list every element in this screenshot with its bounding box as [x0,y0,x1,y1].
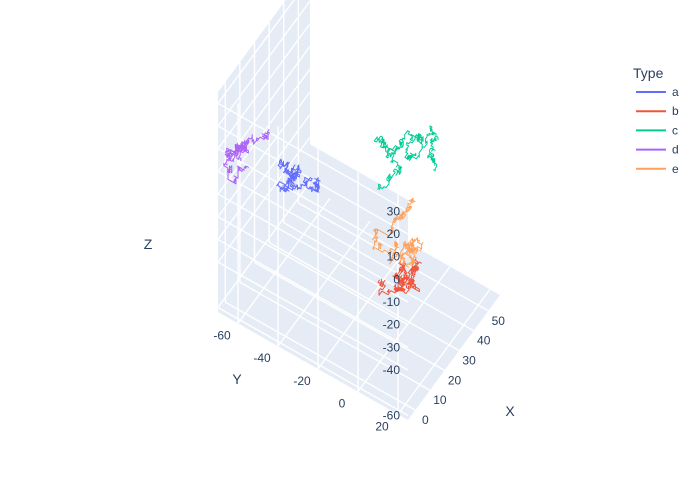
z-tick-label: -40 [383,363,401,377]
grid-z-wall [217,114,311,240]
legend-label-e[interactable]: e [672,162,679,176]
z-tick-label: -60 [383,408,401,422]
traces [223,125,439,296]
grid-z-wall2 [217,102,409,212]
grid-x-floor [254,261,445,372]
z-axis-title: Z [144,236,153,252]
grid-z-wall2 [217,261,409,371]
grid-z-wall [217,0,311,127]
x-tick-label: 50 [492,314,506,328]
x-tick-label: 40 [477,334,491,348]
legend-label-b[interactable]: b [672,104,679,118]
series-a-trace [276,158,321,193]
tick-labels: 01020304050-60-40-20020-60-40-30-20-1001… [213,204,505,433]
y-tick-label: -60 [213,328,231,342]
y-tick-label: -20 [293,374,311,388]
grid-z-wall2 [217,170,409,280]
grid-z-wall2 [217,193,409,303]
x-tick-label: 20 [448,373,462,387]
y-tick-label: 0 [339,397,346,411]
series-b-trace [377,258,422,296]
grid-x-floor [283,222,475,332]
legend-label-a[interactable]: a [672,85,679,99]
grid-z-wall [217,136,311,263]
z-tick-label: 10 [387,250,401,264]
x-axis-title: X [505,403,515,419]
grid-z-wall [217,0,295,104]
series-e-trace [372,197,424,268]
grid-y-floor [317,243,411,370]
grid-x-floor [268,241,460,352]
x-tick-label: 0 [422,413,429,427]
scene-3d: 01020304050-60-40-20020-60-40-30-20-1001… [144,0,515,433]
grid-z-wall [217,91,311,218]
z-tick-label: -10 [383,295,401,309]
grid-x-floor [297,202,489,312]
series-c-trace [373,125,439,190]
grid-z-wall2 [217,216,409,326]
series-d-trace [223,129,270,185]
x-tick-label: 30 [462,354,476,368]
grid-z-wall [217,68,311,195]
z-tick-label: -30 [383,340,401,354]
z-tick-label: 0 [393,272,400,286]
grid-y-floor [277,220,371,347]
grid-y-floor [357,266,451,392]
grid-x-floor [224,301,416,411]
grid-z-wall [217,45,311,172]
grid-z-wall2 [217,306,409,417]
legend-label-c[interactable]: c [672,123,678,137]
legend-title: Type [633,65,664,81]
x-tick-label: 10 [433,393,447,407]
grid-lines [217,0,491,417]
z-tick-label: 30 [387,204,401,218]
grid-z-wall2 [217,238,409,349]
grid-y-floor [237,197,331,324]
z-tick-label: -20 [383,318,401,332]
y-tick-label: 20 [375,419,389,433]
grid-y-floor [397,288,491,415]
legend-label-d[interactable]: d [672,143,679,157]
y-tick-label: -40 [253,351,271,365]
grid-z-wall [217,23,311,150]
y-axis-title: Y [232,371,242,387]
z-tick-label: 20 [387,227,401,241]
grid-z-wall2 [217,125,409,235]
grid-z-wall [217,182,311,308]
